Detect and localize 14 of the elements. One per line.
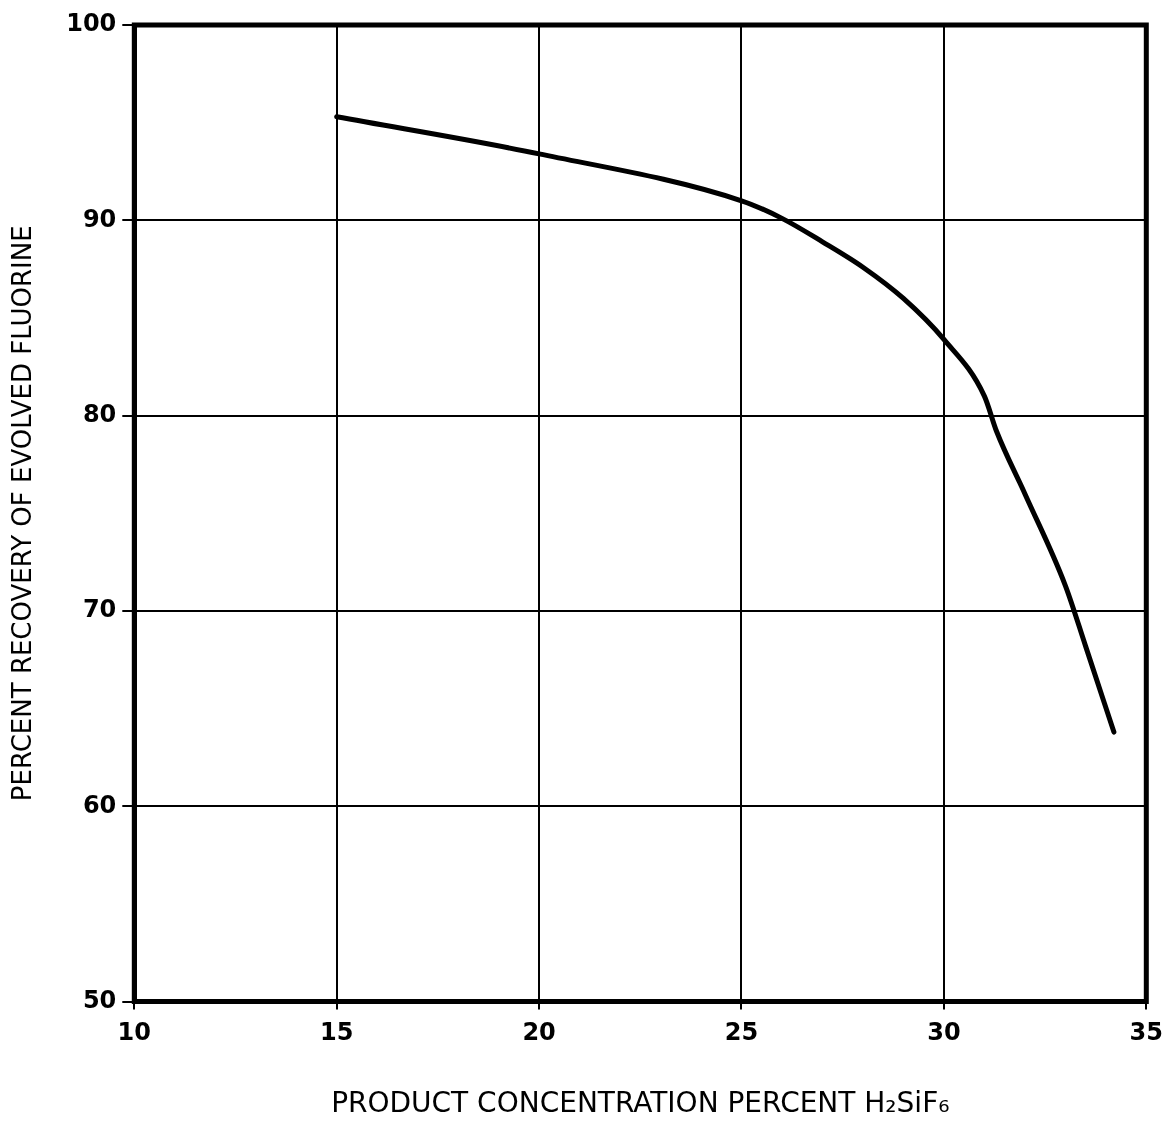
- x-tick-label: 35: [1129, 1018, 1163, 1047]
- y-tick-label: 60: [82, 790, 117, 819]
- x-tick-label: 25: [724, 1018, 759, 1047]
- x-tick-label: 30: [927, 1018, 961, 1047]
- x-tick-label: 10: [117, 1018, 151, 1047]
- y-tick-label: 100: [66, 9, 117, 38]
- x-axis-title: PRODUCT CONCENTRATION PERCENT H₂SiF₆: [331, 1086, 950, 1120]
- y-axis-title: PERCENT RECOVERY OF EVOLVED FLUORINE: [7, 225, 38, 802]
- y-tick-label: 70: [82, 595, 117, 624]
- x-tick-label: 15: [320, 1018, 354, 1047]
- y-tick-label: 50: [82, 985, 117, 1014]
- y-tick-label: 80: [82, 399, 117, 428]
- x-tick-label: 20: [522, 1018, 556, 1047]
- y-tick-label: 90: [82, 204, 117, 233]
